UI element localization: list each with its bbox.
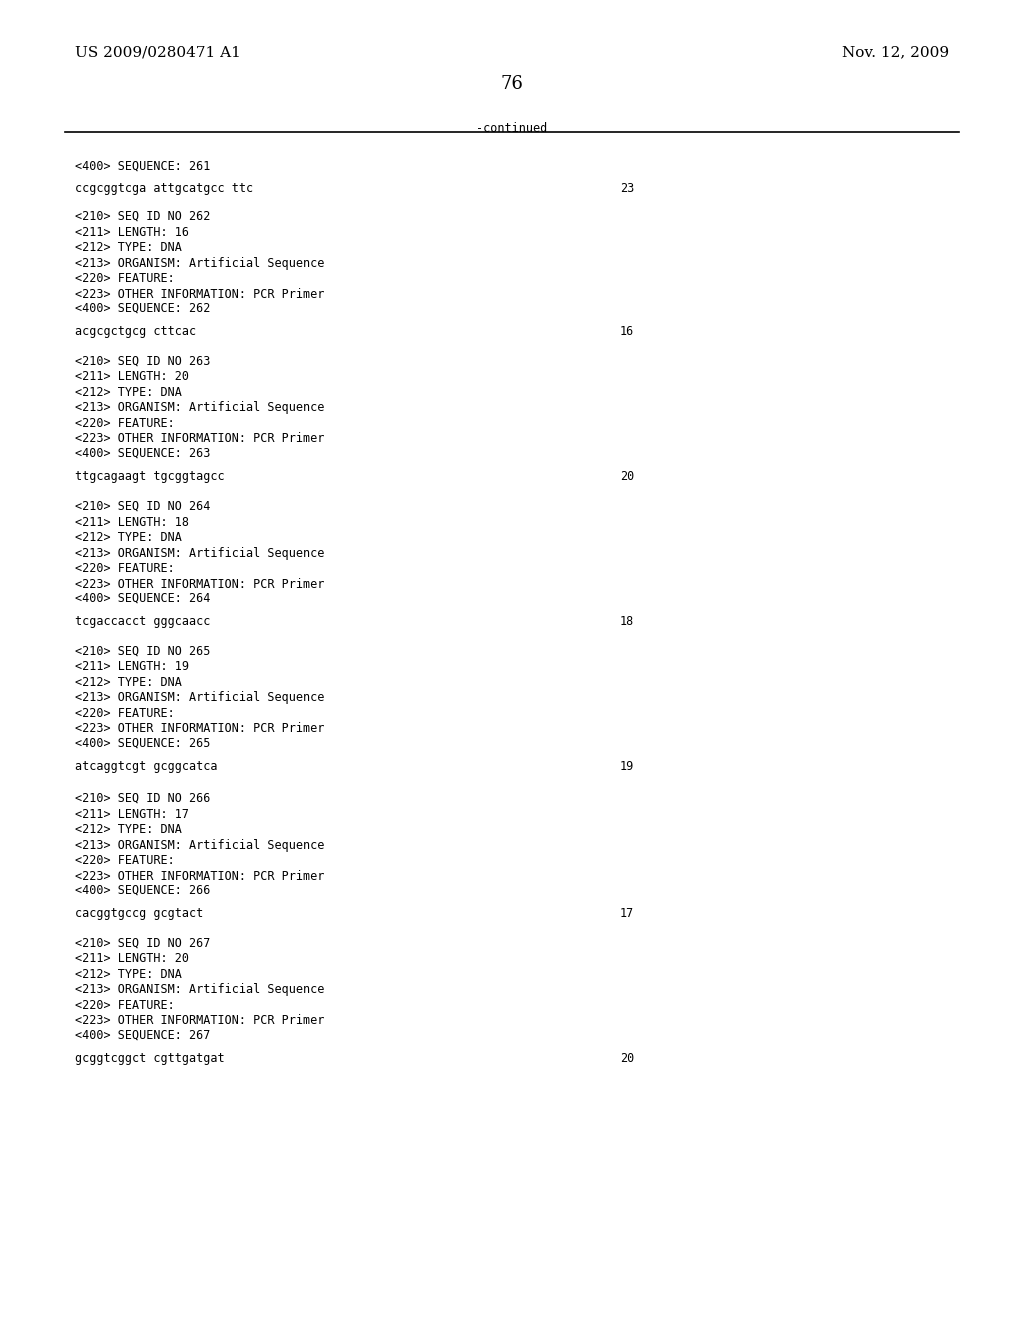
Text: Nov. 12, 2009: Nov. 12, 2009 bbox=[842, 45, 949, 59]
Text: <211> LENGTH: 19: <211> LENGTH: 19 bbox=[75, 660, 189, 673]
Text: <220> FEATURE:: <220> FEATURE: bbox=[75, 999, 175, 1012]
Text: <400> SEQUENCE: 264: <400> SEQUENCE: 264 bbox=[75, 591, 210, 605]
Text: <212> TYPE: DNA: <212> TYPE: DNA bbox=[75, 531, 182, 544]
Text: <400> SEQUENCE: 266: <400> SEQUENCE: 266 bbox=[75, 884, 210, 898]
Text: <212> TYPE: DNA: <212> TYPE: DNA bbox=[75, 242, 182, 253]
Text: <223> OTHER INFORMATION: PCR Primer: <223> OTHER INFORMATION: PCR Primer bbox=[75, 578, 325, 590]
Text: <213> ORGANISM: Artificial Sequence: <213> ORGANISM: Artificial Sequence bbox=[75, 692, 325, 705]
Text: <223> OTHER INFORMATION: PCR Primer: <223> OTHER INFORMATION: PCR Primer bbox=[75, 288, 325, 301]
Text: tcgaccacct gggcaacc: tcgaccacct gggcaacc bbox=[75, 615, 210, 628]
Text: <210> SEQ ID NO 265: <210> SEQ ID NO 265 bbox=[75, 645, 210, 657]
Text: <400> SEQUENCE: 262: <400> SEQUENCE: 262 bbox=[75, 302, 210, 315]
Text: 20: 20 bbox=[620, 470, 634, 483]
Text: <211> LENGTH: 20: <211> LENGTH: 20 bbox=[75, 953, 189, 965]
Text: 18: 18 bbox=[620, 615, 634, 628]
Text: <220> FEATURE:: <220> FEATURE: bbox=[75, 708, 175, 719]
Text: 17: 17 bbox=[620, 907, 634, 920]
Text: <213> ORGANISM: Artificial Sequence: <213> ORGANISM: Artificial Sequence bbox=[75, 838, 325, 851]
Text: <212> TYPE: DNA: <212> TYPE: DNA bbox=[75, 385, 182, 399]
Text: 76: 76 bbox=[501, 75, 523, 92]
Text: <210> SEQ ID NO 267: <210> SEQ ID NO 267 bbox=[75, 937, 210, 950]
Text: <220> FEATURE:: <220> FEATURE: bbox=[75, 417, 175, 430]
Text: <220> FEATURE:: <220> FEATURE: bbox=[75, 854, 175, 867]
Text: <213> ORGANISM: Artificial Sequence: <213> ORGANISM: Artificial Sequence bbox=[75, 401, 325, 414]
Text: ccgcggtcga attgcatgcc ttc: ccgcggtcga attgcatgcc ttc bbox=[75, 182, 253, 195]
Text: <223> OTHER INFORMATION: PCR Primer: <223> OTHER INFORMATION: PCR Primer bbox=[75, 1015, 325, 1027]
Text: <223> OTHER INFORMATION: PCR Primer: <223> OTHER INFORMATION: PCR Primer bbox=[75, 870, 325, 883]
Text: <210> SEQ ID NO 263: <210> SEQ ID NO 263 bbox=[75, 355, 210, 368]
Text: <220> FEATURE:: <220> FEATURE: bbox=[75, 562, 175, 576]
Text: <210> SEQ ID NO 266: <210> SEQ ID NO 266 bbox=[75, 792, 210, 805]
Text: <210> SEQ ID NO 262: <210> SEQ ID NO 262 bbox=[75, 210, 210, 223]
Text: <213> ORGANISM: Artificial Sequence: <213> ORGANISM: Artificial Sequence bbox=[75, 256, 325, 269]
Text: <213> ORGANISM: Artificial Sequence: <213> ORGANISM: Artificial Sequence bbox=[75, 546, 325, 560]
Text: US 2009/0280471 A1: US 2009/0280471 A1 bbox=[75, 45, 241, 59]
Text: 16: 16 bbox=[620, 325, 634, 338]
Text: <212> TYPE: DNA: <212> TYPE: DNA bbox=[75, 968, 182, 981]
Text: <211> LENGTH: 18: <211> LENGTH: 18 bbox=[75, 516, 189, 528]
Text: 23: 23 bbox=[620, 182, 634, 195]
Text: <400> SEQUENCE: 261: <400> SEQUENCE: 261 bbox=[75, 160, 210, 173]
Text: atcaggtcgt gcggcatca: atcaggtcgt gcggcatca bbox=[75, 760, 217, 774]
Text: cacggtgccg gcgtact: cacggtgccg gcgtact bbox=[75, 907, 203, 920]
Text: <223> OTHER INFORMATION: PCR Primer: <223> OTHER INFORMATION: PCR Primer bbox=[75, 433, 325, 446]
Text: 19: 19 bbox=[620, 760, 634, 774]
Text: acgcgctgcg cttcac: acgcgctgcg cttcac bbox=[75, 325, 197, 338]
Text: <400> SEQUENCE: 265: <400> SEQUENCE: 265 bbox=[75, 737, 210, 750]
Text: <212> TYPE: DNA: <212> TYPE: DNA bbox=[75, 676, 182, 689]
Text: <220> FEATURE:: <220> FEATURE: bbox=[75, 272, 175, 285]
Text: ttgcagaagt tgcggtagcc: ttgcagaagt tgcggtagcc bbox=[75, 470, 224, 483]
Text: <213> ORGANISM: Artificial Sequence: <213> ORGANISM: Artificial Sequence bbox=[75, 983, 325, 997]
Text: <400> SEQUENCE: 263: <400> SEQUENCE: 263 bbox=[75, 447, 210, 459]
Text: <212> TYPE: DNA: <212> TYPE: DNA bbox=[75, 822, 182, 836]
Text: -continued: -continued bbox=[476, 121, 548, 135]
Text: gcggtcggct cgttgatgat: gcggtcggct cgttgatgat bbox=[75, 1052, 224, 1065]
Text: <211> LENGTH: 20: <211> LENGTH: 20 bbox=[75, 371, 189, 384]
Text: <210> SEQ ID NO 264: <210> SEQ ID NO 264 bbox=[75, 500, 210, 513]
Text: 20: 20 bbox=[620, 1052, 634, 1065]
Text: <211> LENGTH: 16: <211> LENGTH: 16 bbox=[75, 226, 189, 239]
Text: <400> SEQUENCE: 267: <400> SEQUENCE: 267 bbox=[75, 1030, 210, 1041]
Text: <223> OTHER INFORMATION: PCR Primer: <223> OTHER INFORMATION: PCR Primer bbox=[75, 722, 325, 735]
Text: <211> LENGTH: 17: <211> LENGTH: 17 bbox=[75, 808, 189, 821]
